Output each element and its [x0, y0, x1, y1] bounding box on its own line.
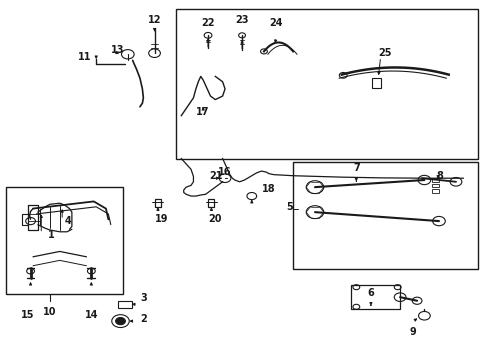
Text: 15: 15 — [21, 310, 35, 320]
Text: 18: 18 — [261, 184, 275, 194]
Text: 6: 6 — [367, 288, 373, 298]
Text: 4: 4 — [64, 216, 71, 226]
Text: 8: 8 — [436, 171, 443, 181]
Bar — [6, 187, 122, 294]
Bar — [431, 189, 438, 193]
Text: 20: 20 — [208, 214, 222, 224]
Text: 19: 19 — [155, 214, 168, 224]
Text: 16: 16 — [218, 167, 231, 177]
Text: 22: 22 — [201, 18, 214, 28]
Text: 11: 11 — [78, 52, 91, 62]
Text: 9: 9 — [409, 327, 416, 337]
Text: 25: 25 — [377, 48, 391, 58]
Bar — [431, 178, 438, 182]
Bar — [371, 78, 380, 88]
Text: 13: 13 — [111, 45, 124, 55]
Text: 3: 3 — [140, 293, 146, 303]
Text: 17: 17 — [196, 107, 209, 117]
Circle shape — [116, 318, 125, 325]
Bar — [118, 301, 131, 308]
Bar — [431, 184, 438, 187]
Bar — [292, 162, 477, 269]
Text: 21: 21 — [209, 171, 222, 181]
Text: 2: 2 — [140, 314, 146, 324]
Text: 12: 12 — [147, 15, 161, 24]
Text: 10: 10 — [43, 307, 57, 317]
Text: 14: 14 — [84, 310, 98, 320]
Bar — [351, 285, 399, 309]
Text: 1: 1 — [47, 230, 54, 240]
Text: 23: 23 — [235, 15, 248, 24]
Text: 7: 7 — [352, 163, 359, 173]
Bar — [176, 9, 477, 158]
Text: 24: 24 — [269, 18, 282, 28]
Text: 5: 5 — [286, 202, 292, 212]
